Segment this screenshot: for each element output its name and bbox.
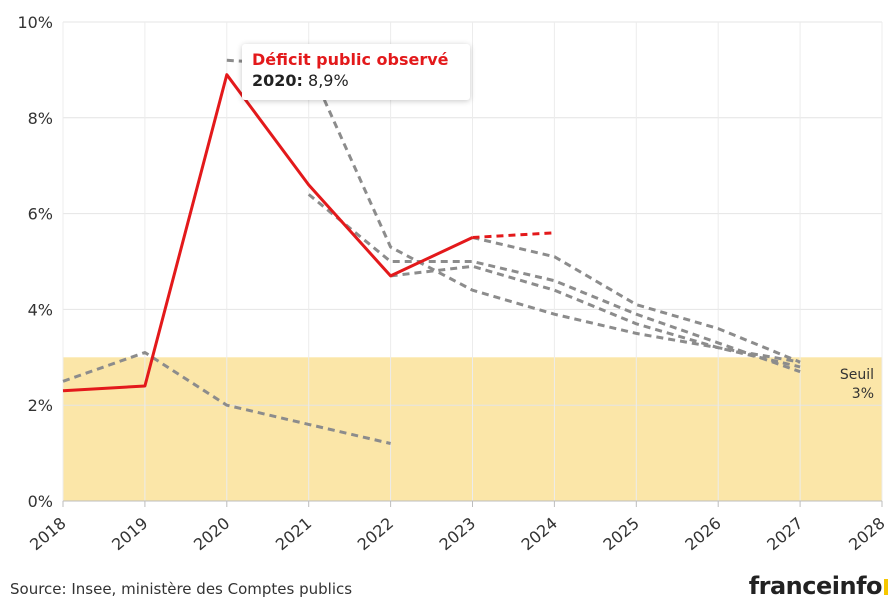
y-tick-label: 8%: [28, 109, 53, 128]
franceinfo-logo: franceinfo: [749, 572, 888, 600]
x-tick-label: 2027: [763, 514, 806, 555]
x-tick-label: 2018: [26, 514, 69, 555]
x-axis: 2018 2019 2020 2021 2022 2023 2024 2025 2026 2027…: [26, 500, 889, 555]
x-tick-label: 2019: [108, 514, 151, 555]
x-tick-label: 2022: [354, 514, 397, 555]
tooltip-year: 2020:: [252, 71, 303, 90]
logo-text: franceinfo: [748, 572, 883, 600]
y-tick-label: 6%: [28, 205, 53, 224]
y-axis: 0% 2% 4% 6% 8% 10%: [17, 13, 53, 511]
tooltip: Déficit public observé 2020: 8,9%: [242, 44, 470, 100]
tooltip-title: Déficit public observé: [252, 50, 449, 69]
y-tick-label: 4%: [28, 300, 53, 319]
x-tick-label: 2024: [518, 514, 561, 555]
tooltip-value: 8,9%: [308, 71, 349, 90]
series-lines: [62, 58, 801, 445]
x-tick-label: 2026: [681, 514, 724, 555]
tooltip-body: 2020: 8,9%: [252, 70, 460, 92]
forecast-line: [390, 264, 801, 369]
grid-lines: [62, 21, 883, 502]
y-tick-label: 0%: [28, 492, 53, 511]
source-note: Source: Insee, ministère des Comptes pub…: [10, 580, 353, 598]
x-tick-label: 2020: [190, 514, 233, 555]
forecast-line: [472, 236, 801, 364]
x-tick-label: 2025: [599, 514, 642, 555]
observed-deficit-projection: [472, 231, 555, 239]
x-tick-label: 2021: [272, 514, 315, 555]
x-tick-label: 2028: [845, 514, 888, 555]
threshold-label-line1: Seuil: [840, 367, 874, 383]
observed-deficit-line: [62, 73, 474, 393]
threshold-label-line2: 3%: [852, 386, 874, 402]
forecast-line: [226, 58, 801, 364]
forecast-line: [62, 351, 391, 445]
logo-accent: [884, 579, 888, 595]
y-tick-label: 10%: [17, 13, 53, 32]
x-tick-label: 2023: [436, 514, 479, 555]
forecast-line: [307, 193, 801, 374]
y-tick-label: 2%: [28, 396, 53, 415]
